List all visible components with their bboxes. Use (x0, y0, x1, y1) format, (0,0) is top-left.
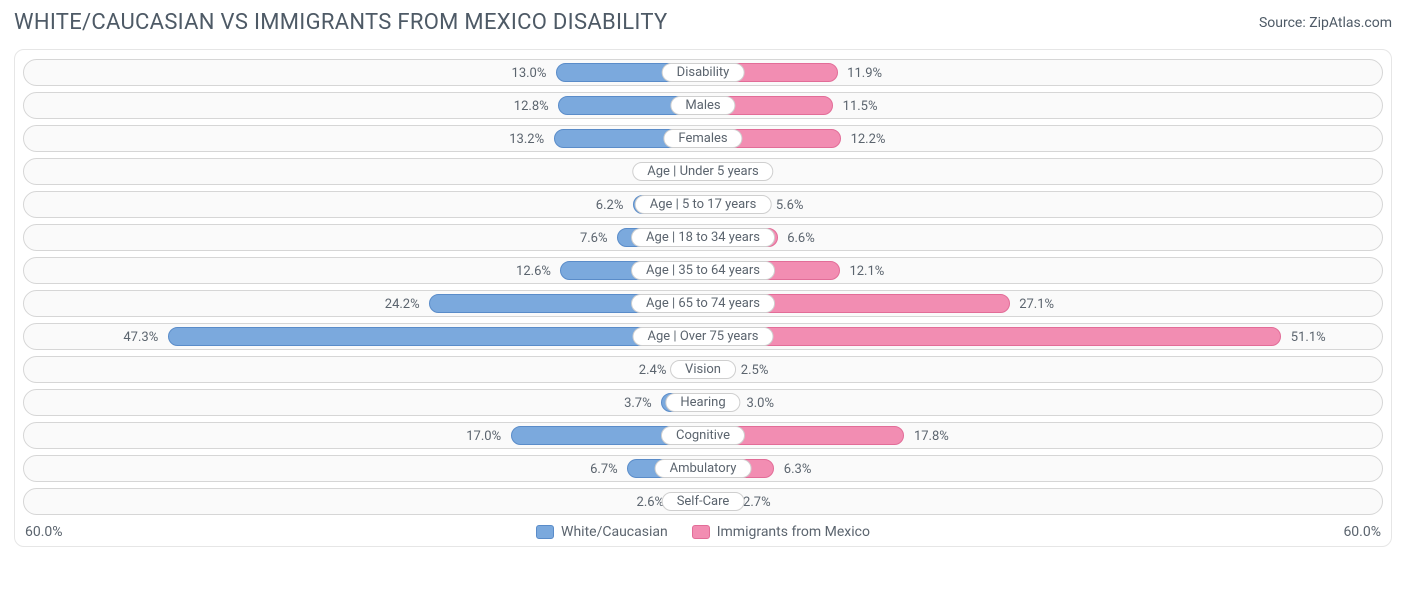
legend: White/Caucasian Immigrants from Mexico (536, 524, 870, 540)
category-label: Disability (662, 63, 745, 82)
value-right: 11.5% (843, 93, 878, 120)
legend-right-label: Immigrants from Mexico (717, 524, 870, 540)
row-track: 6.2% 5.6%Age | 5 to 17 years (23, 191, 1383, 218)
value-left: 47.3% (123, 324, 158, 351)
category-label: Age | 5 to 17 years (635, 195, 772, 214)
value-left: 7.6% (580, 225, 608, 252)
legend-item-left: White/Caucasian (536, 524, 668, 540)
value-right: 2.7% (743, 489, 771, 516)
value-right: 27.1% (1019, 291, 1054, 318)
swatch-left-icon (536, 525, 554, 539)
chart-row: 24.2% 27.1% Age | 65 to 74 years (15, 287, 1391, 320)
value-right: 2.5% (741, 357, 769, 384)
value-right: 6.3% (784, 456, 812, 483)
value-right: 12.1% (849, 258, 884, 285)
row-track: 12.6% 12.1% Age | 35 to 64 years (23, 257, 1383, 284)
value-left: 6.7% (590, 456, 618, 483)
legend-item-right: Immigrants from Mexico (692, 524, 870, 540)
bar-left (168, 327, 703, 346)
value-left: 12.6% (516, 258, 551, 285)
chart-row: 2.6% 2.7%Self-Care (15, 485, 1391, 518)
header-row: WHITE/CAUCASIAN VS IMMIGRANTS FROM MEXIC… (14, 10, 1392, 35)
bar-right (703, 327, 1281, 346)
value-left: 3.7% (624, 390, 652, 417)
chart-row: 13.2% 12.2% Females (15, 122, 1391, 155)
chart-row: 12.6% 12.1% Age | 35 to 64 years (15, 254, 1391, 287)
category-label: Age | Over 75 years (633, 327, 774, 346)
chart-row: 13.0% 11.9% Disability (15, 56, 1391, 89)
category-label: Age | 18 to 34 years (631, 228, 775, 247)
legend-left-label: White/Caucasian (561, 524, 668, 540)
chart-container: WHITE/CAUCASIAN VS IMMIGRANTS FROM MEXIC… (0, 0, 1406, 561)
category-label: Ambulatory (655, 459, 752, 478)
chart-title: WHITE/CAUCASIAN VS IMMIGRANTS FROM MEXIC… (14, 10, 668, 35)
chart-row: 6.2% 5.6%Age | 5 to 17 years (15, 188, 1391, 221)
row-track: 24.2% 27.1% Age | 65 to 74 years (23, 290, 1383, 317)
chart-rows: 13.0% 11.9% Disability 12.8% 11.5% Males 13.2%… (15, 56, 1391, 518)
axis-max-right: 60.0% (1343, 524, 1381, 540)
axis-max-left: 60.0% (25, 524, 63, 540)
category-label: Age | 35 to 64 years (631, 261, 775, 280)
chart-row: 47.3% 51.1% Age | Over 75 years (15, 320, 1391, 353)
category-label: Age | Under 5 years (632, 162, 773, 181)
row-track: 1.7%1.2%Age | Under 5 years (23, 158, 1383, 185)
row-track: 6.7% 6.3% Ambulatory (23, 455, 1383, 482)
value-left: 24.2% (385, 291, 420, 318)
value-right: 51.1% (1291, 324, 1326, 351)
value-right: 3.0% (746, 390, 774, 417)
value-right: 5.6% (776, 192, 804, 219)
source-label: Source: ZipAtlas.com (1259, 15, 1392, 31)
row-track: 13.2% 12.2% Females (23, 125, 1383, 152)
row-track: 7.6% 6.6% Age | 18 to 34 years (23, 224, 1383, 251)
category-label: Vision (670, 360, 736, 379)
value-left: 2.4% (639, 357, 667, 384)
chart-row: 7.6% 6.6% Age | 18 to 34 years (15, 221, 1391, 254)
row-track: 3.7% 3.0% Hearing (23, 389, 1383, 416)
chart-footer: 60.0% White/Caucasian Immigrants from Me… (15, 518, 1391, 540)
category-label: Females (663, 129, 742, 148)
diverging-bar-chart: 13.0% 11.9% Disability 12.8% 11.5% Males 13.2%… (14, 49, 1392, 547)
category-label: Males (670, 96, 735, 115)
row-track: 2.4% 2.5% Vision (23, 356, 1383, 383)
category-label: Age | 65 to 74 years (631, 294, 775, 313)
value-left: 12.8% (514, 93, 549, 120)
value-left: 6.2% (596, 192, 624, 219)
row-track: 2.6% 2.7%Self-Care (23, 488, 1383, 515)
chart-row: 17.0% 17.8% Cognitive (15, 419, 1391, 452)
value-right: 11.9% (847, 60, 882, 87)
row-track: 13.0% 11.9% Disability (23, 59, 1383, 86)
value-left: 17.0% (466, 423, 501, 450)
value-left: 13.2% (509, 126, 544, 153)
row-track: 47.3% 51.1% Age | Over 75 years (23, 323, 1383, 350)
swatch-right-icon (692, 525, 710, 539)
value-right: 17.8% (914, 423, 949, 450)
row-track: 12.8% 11.5% Males (23, 92, 1383, 119)
category-label: Cognitive (661, 426, 745, 445)
row-track: 17.0% 17.8% Cognitive (23, 422, 1383, 449)
value-right: 6.6% (787, 225, 815, 252)
chart-row: 1.7%1.2%Age | Under 5 years (15, 155, 1391, 188)
value-left: 13.0% (512, 60, 547, 87)
chart-row: 3.7% 3.0% Hearing (15, 386, 1391, 419)
category-label: Self-Care (662, 492, 745, 511)
value-left: 2.6% (637, 489, 665, 516)
chart-row: 12.8% 11.5% Males (15, 89, 1391, 122)
value-right: 12.2% (851, 126, 886, 153)
category-label: Hearing (665, 393, 740, 412)
chart-row: 6.7% 6.3% Ambulatory (15, 452, 1391, 485)
chart-row: 2.4% 2.5% Vision (15, 353, 1391, 386)
